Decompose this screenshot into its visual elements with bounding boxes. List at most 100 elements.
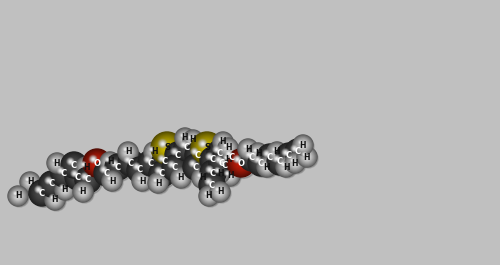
Circle shape <box>250 157 254 159</box>
Circle shape <box>138 167 142 173</box>
Circle shape <box>236 158 238 160</box>
Circle shape <box>56 161 58 165</box>
Circle shape <box>107 159 113 165</box>
Circle shape <box>124 147 127 151</box>
Circle shape <box>208 169 210 171</box>
Circle shape <box>26 178 34 186</box>
Circle shape <box>222 153 236 167</box>
Circle shape <box>66 165 90 189</box>
Circle shape <box>202 150 224 170</box>
Circle shape <box>96 162 98 164</box>
Circle shape <box>68 159 73 164</box>
Circle shape <box>79 160 93 174</box>
Circle shape <box>189 160 196 167</box>
Circle shape <box>43 175 61 193</box>
Circle shape <box>190 138 196 143</box>
Circle shape <box>118 143 138 161</box>
Circle shape <box>192 149 197 154</box>
Circle shape <box>75 167 101 193</box>
Circle shape <box>223 169 237 183</box>
Circle shape <box>71 162 77 168</box>
Circle shape <box>55 180 75 200</box>
Circle shape <box>95 161 99 165</box>
Circle shape <box>182 134 184 136</box>
Circle shape <box>85 151 109 175</box>
Circle shape <box>145 157 150 162</box>
Circle shape <box>235 157 240 161</box>
Circle shape <box>224 144 226 147</box>
Text: C: C <box>162 157 168 166</box>
Circle shape <box>138 168 142 172</box>
Circle shape <box>101 167 106 172</box>
Circle shape <box>202 143 212 153</box>
Circle shape <box>154 179 162 188</box>
Circle shape <box>76 157 96 176</box>
Circle shape <box>80 189 81 190</box>
Circle shape <box>104 173 120 189</box>
Circle shape <box>186 143 210 167</box>
Circle shape <box>303 153 311 161</box>
Text: H: H <box>255 148 261 157</box>
Circle shape <box>78 170 98 190</box>
Circle shape <box>226 157 227 158</box>
Circle shape <box>302 152 312 162</box>
Circle shape <box>159 171 165 177</box>
Circle shape <box>175 128 195 148</box>
Circle shape <box>182 144 184 146</box>
Circle shape <box>218 151 222 156</box>
Circle shape <box>216 170 218 171</box>
Circle shape <box>133 172 151 190</box>
Circle shape <box>242 143 254 155</box>
Circle shape <box>173 170 192 189</box>
Text: C: C <box>222 161 228 170</box>
Circle shape <box>72 163 76 167</box>
Circle shape <box>108 177 110 179</box>
Circle shape <box>60 169 68 179</box>
Circle shape <box>202 150 228 174</box>
Circle shape <box>287 155 306 174</box>
Circle shape <box>280 161 291 173</box>
Circle shape <box>54 200 56 201</box>
Circle shape <box>194 134 220 162</box>
Circle shape <box>118 151 144 175</box>
Circle shape <box>224 156 234 165</box>
Circle shape <box>285 152 293 160</box>
Circle shape <box>206 179 212 184</box>
Circle shape <box>102 171 122 191</box>
Circle shape <box>80 188 82 191</box>
Circle shape <box>130 160 150 180</box>
Circle shape <box>216 170 224 176</box>
Circle shape <box>206 193 212 199</box>
Circle shape <box>300 143 306 148</box>
Circle shape <box>194 135 224 166</box>
Circle shape <box>255 157 267 169</box>
Circle shape <box>12 189 24 202</box>
Circle shape <box>266 153 274 161</box>
Circle shape <box>298 140 308 149</box>
Circle shape <box>212 184 231 203</box>
Circle shape <box>306 156 308 158</box>
Circle shape <box>96 163 117 183</box>
Circle shape <box>136 166 137 167</box>
Circle shape <box>149 174 167 192</box>
Circle shape <box>86 179 90 181</box>
Circle shape <box>52 197 58 203</box>
Circle shape <box>47 192 66 211</box>
Circle shape <box>256 158 260 161</box>
Circle shape <box>77 186 89 198</box>
Circle shape <box>219 139 237 157</box>
Circle shape <box>221 152 237 168</box>
Circle shape <box>294 148 296 150</box>
Circle shape <box>272 147 277 152</box>
Circle shape <box>134 164 146 176</box>
Circle shape <box>275 157 278 160</box>
Circle shape <box>192 163 200 171</box>
Circle shape <box>124 148 132 157</box>
Text: H: H <box>274 148 280 157</box>
Circle shape <box>206 179 218 191</box>
Circle shape <box>210 157 216 163</box>
Circle shape <box>167 160 183 176</box>
Circle shape <box>220 160 230 170</box>
Circle shape <box>162 160 168 165</box>
Circle shape <box>150 162 174 186</box>
